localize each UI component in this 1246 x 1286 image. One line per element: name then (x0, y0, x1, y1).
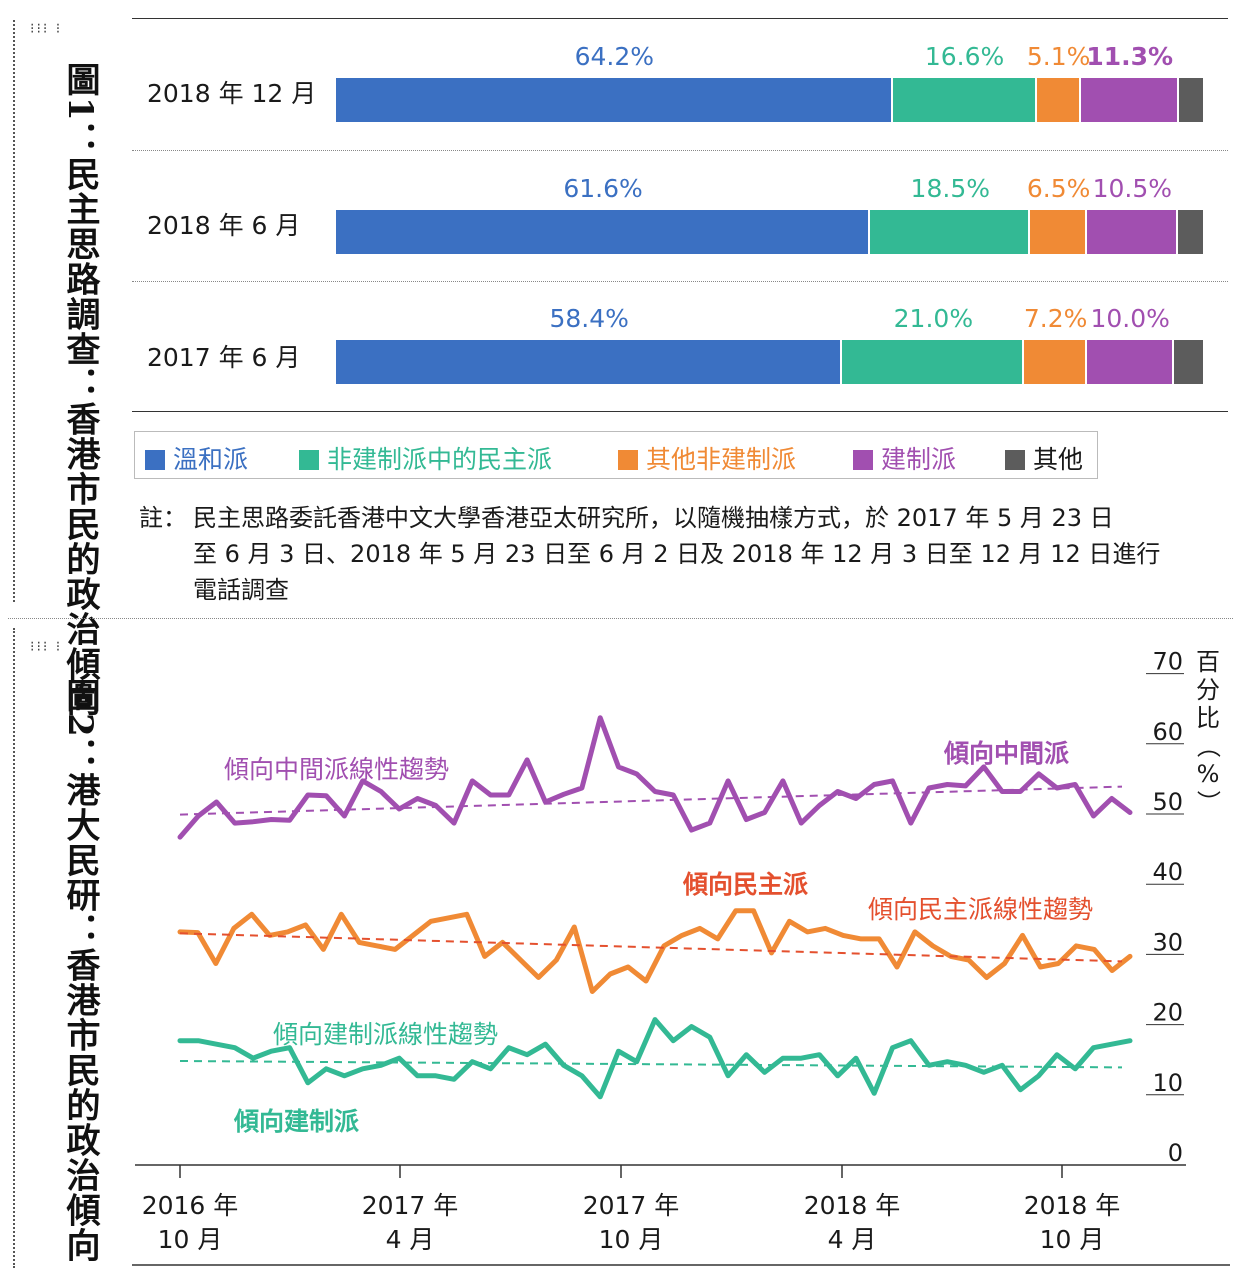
bar-segment (1173, 340, 1203, 384)
x-tick-label: 4 月 (386, 1225, 435, 1254)
legend-label: 其他 (1033, 445, 1084, 474)
y-tick-label: 60 (1152, 718, 1183, 746)
bar-value-label: 11.3% (1086, 42, 1174, 71)
figure1-dots-decoration: ⁝⁝⁝ ⁝ (30, 21, 63, 37)
legend-swatch (853, 450, 873, 470)
figure2-dots-decoration: ⁝⁝⁝ ⁝ (30, 639, 63, 655)
y-axis-label: 比 (1196, 704, 1220, 732)
series-annotation: 傾向中間派 (943, 739, 1069, 768)
legend-item: 非建制派中的民主派 (299, 440, 552, 476)
bar-segment (1086, 210, 1178, 254)
row-label: 2018 年 12 月 (147, 79, 317, 108)
series-annotation: 傾向民主派線性趨勢 (868, 895, 1093, 924)
y-tick-label: 50 (1152, 788, 1183, 816)
note-line: 電話調查 (193, 576, 289, 604)
figure1-left-border (13, 20, 15, 602)
trend-line (179, 785, 1123, 816)
note-prefix: 註： (139, 504, 187, 532)
bar-segment (1030, 210, 1087, 254)
figure2-left-border (13, 628, 15, 1268)
trend-line (179, 932, 1123, 963)
legend-swatch (618, 450, 638, 470)
figure1-bottom-rule (132, 411, 1228, 412)
bar-value-label: 10.0% (1090, 304, 1170, 333)
bar-value-label: 16.6% (924, 42, 1005, 71)
trend-line (179, 1060, 1123, 1069)
legend-swatch (299, 450, 319, 470)
note-line: 民主思路委託香港中文大學香港亞太研究所，以隨機抽樣方式，於 2017 年 5 月… (193, 504, 1114, 532)
bar-segment (336, 78, 893, 122)
legend-label: 建制派 (881, 445, 957, 474)
legend-swatch (145, 450, 165, 470)
y-tick-label: 0 (1168, 1139, 1183, 1167)
series-line (177, 908, 1133, 994)
y-tick-label: 10 (1152, 1069, 1183, 1097)
row-label: 2017 年 6 月 (147, 343, 301, 372)
bar-value-label: 21.0% (893, 304, 974, 333)
x-tick-label: 2018 年 (1024, 1191, 1121, 1220)
y-axis-label: （ (1194, 734, 1222, 758)
legend-label: 非建制派中的民主派 (327, 445, 553, 474)
legend-label: 溫和派 (173, 445, 249, 474)
x-tick-label: 2018 年 (804, 1191, 901, 1220)
legend-item: 溫和派 (145, 440, 248, 476)
bar-segment (1178, 78, 1203, 122)
x-tick-label: 4 月 (828, 1225, 877, 1254)
bar-value-label: 18.5% (910, 174, 990, 203)
legend-item: 其他 (1005, 440, 1083, 476)
x-tick-label: 10 月 (158, 1225, 223, 1254)
bar-segment (336, 210, 871, 254)
bar-segment (870, 210, 1031, 254)
bar-segment (1177, 210, 1203, 254)
legend-swatch (1005, 450, 1025, 470)
y-tick-label: 30 (1152, 928, 1183, 956)
bar-value-label: 61.6% (563, 174, 643, 203)
chart-legend: 溫和派 非建制派中的民主派 其他非建制派 建制派 其他 (134, 431, 1098, 479)
y-axis-label: ） (1194, 790, 1222, 814)
note-line: 至 6 月 3 日、2018 年 5 月 23 日至 6 月 2 日及 2018… (193, 540, 1161, 568)
row-divider (132, 281, 1228, 282)
y-tick-label: 70 (1152, 648, 1183, 676)
x-tick-label: 2017 年 (362, 1191, 459, 1220)
bar-value-label: 64.2% (574, 42, 655, 71)
bar-segment (1086, 340, 1174, 384)
bar-segment (1024, 340, 1087, 384)
survey-note: 註： 民主思路委託香港中文大學香港亞太研究所，以隨機抽樣方式，於 2017 年 … (139, 500, 1160, 608)
bar-value-label: 6.5% (1026, 174, 1091, 203)
bar-segment (842, 340, 1025, 384)
row-divider (132, 150, 1228, 151)
series-annotation: 傾向中間派線性趨勢 (224, 755, 449, 784)
series-annotation: 傾向建制派線性趨勢 (273, 1020, 498, 1049)
row-label: 2018 年 6 月 (147, 211, 301, 240)
x-tick-label: 2017 年 (583, 1191, 680, 1220)
bar-segment (1036, 78, 1081, 122)
y-tick-label: 20 (1152, 999, 1183, 1027)
bar-segment (1080, 78, 1179, 122)
legend-item: 建制派 (853, 440, 956, 476)
series-line (177, 1017, 1133, 1100)
bar-segment (336, 340, 843, 384)
bar-value-label: 10.5% (1092, 174, 1173, 203)
bar-value-label: 58.4% (549, 304, 629, 333)
series-annotation: 傾向民主派 (682, 870, 808, 899)
legend-label: 其他非建制派 (646, 445, 797, 474)
figure-separator (8, 618, 1233, 619)
bar-value-label: 7.2% (1023, 304, 1088, 333)
bar-segment (892, 78, 1037, 122)
y-axis-label: 百 (1196, 648, 1220, 676)
y-axis-label: % (1197, 760, 1220, 788)
y-axis-label: 分 (1196, 676, 1220, 704)
series-annotation: 傾向建制派 (233, 1107, 359, 1136)
bar-value-label: 5.1% (1026, 42, 1091, 71)
x-tick-label: 2016 年 (142, 1191, 239, 1220)
x-tick-label: 10 月 (1040, 1225, 1105, 1254)
figure1-top-rule (132, 18, 1228, 19)
y-tick-label: 40 (1152, 858, 1183, 886)
legend-item: 其他非建制派 (618, 440, 796, 476)
x-tick-label: 10 月 (599, 1225, 664, 1254)
